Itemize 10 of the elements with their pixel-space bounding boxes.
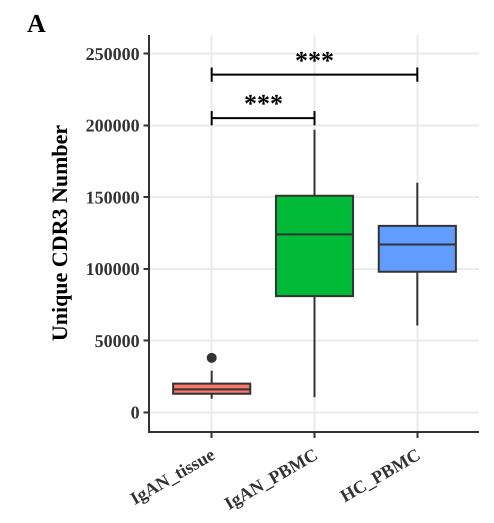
y-tick-label: 200000 (86, 116, 140, 136)
annotation: *** (244, 89, 283, 118)
y-axis-title: Unique CDR3 Number (46, 124, 72, 342)
y-tick-label: 100000 (86, 259, 140, 280)
y-tick-label: 0 (130, 402, 140, 423)
text: A (27, 9, 46, 38)
y-tick-label: 250000 (86, 44, 140, 64)
annotation: *** (295, 46, 334, 75)
y-tick-label: 50000 (94, 330, 140, 351)
y-tick-label: 150000 (86, 187, 140, 208)
